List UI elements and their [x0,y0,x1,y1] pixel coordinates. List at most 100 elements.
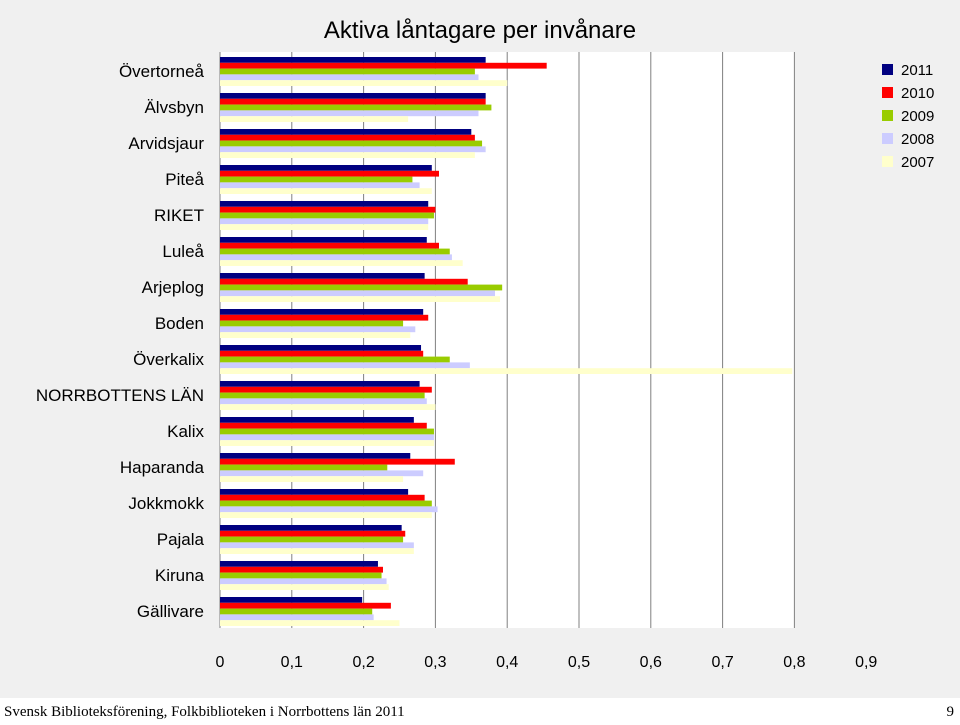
bar-2009 [220,68,475,75]
x-tick-label: 0,8 [783,654,805,671]
bar-2011 [220,273,425,279]
bar-2009 [220,248,450,255]
bar-2007 [220,260,463,266]
bar-2011 [220,165,432,171]
category-label: Älvsbyn [144,98,204,117]
legend-label: 2008 [901,131,934,148]
bar-2010 [220,98,486,105]
bar-2008 [220,182,420,189]
bar-2008 [220,146,486,153]
x-tick-label: 0,3 [424,654,446,671]
bar-2010 [220,422,427,429]
bar-2011 [220,561,378,567]
bar-2010 [220,602,391,609]
bar-2009 [220,608,373,615]
category-label: Pajala [157,530,205,549]
bar-2010 [220,494,425,501]
x-tick-label: 0 [216,654,225,671]
bar-2007 [220,296,501,302]
legend-swatch [882,156,893,167]
bar-2010 [220,242,439,249]
x-tick-label: 0,9 [855,654,877,671]
category-label: Arvidsjaur [128,134,204,153]
bar-2010 [220,350,424,357]
bar-2011 [220,489,409,495]
bar-2008 [220,218,429,225]
category-label: Haparanda [120,458,205,477]
bar-chart: Aktiva låntagare per invånare Övertorneå… [36,17,935,671]
legend-swatch [882,64,893,75]
bar-2007 [220,476,404,482]
bar-2009 [220,212,434,219]
bar-2007 [220,332,411,338]
bar-2008 [220,542,414,549]
x-tick-label: 0,2 [352,654,374,671]
bar-2008 [220,398,427,405]
bar-2011 [220,129,472,135]
footer-source-text: Svensk Biblioteksförening, Folkbibliotek… [4,704,405,720]
bar-2007 [220,80,508,86]
bar-2009 [220,536,404,543]
bar-2010 [220,566,383,573]
bar-2009 [220,176,413,183]
bar-2011 [220,381,420,387]
bar-2010 [220,206,436,213]
bar-2011 [220,309,424,315]
bar-2008 [220,110,479,117]
slide-area: Aktiva låntagare per invånare Övertorneå… [0,0,960,698]
bar-2009 [220,464,388,471]
bar-2009 [220,356,450,363]
bar-2011 [220,93,486,99]
bar-2008 [220,434,434,441]
x-tick-label: 0,4 [496,654,518,671]
legend-swatch [882,87,893,98]
bar-2010 [220,62,547,69]
legend-label: 2010 [901,85,934,102]
bar-2007 [220,548,414,554]
bar-2007 [220,368,793,374]
bar-2011 [220,345,422,351]
x-tick-label: 0,6 [640,654,662,671]
category-label: Övertorneå [119,62,205,81]
bar-2009 [220,284,503,291]
category-label: Kiruna [155,566,205,585]
bar-2007 [220,440,434,446]
category-label: Luleå [162,242,204,261]
bar-2009 [220,572,382,579]
category-label: Piteå [165,170,204,189]
bar-2008 [220,578,387,585]
bar-2010 [220,530,406,537]
bar-2008 [220,506,438,513]
footer: Svensk Biblioteksförening, Folkbibliotek… [0,698,960,725]
bar-2009 [220,140,483,147]
legend: 2011 2010 2009 2008 2007 [882,62,934,171]
page-number: 9 [946,704,955,720]
bar-2011 [220,237,427,243]
bar-2008 [220,614,374,621]
bar-2007 [220,404,436,410]
category-label: RIKET [154,206,204,225]
chart-title: Aktiva låntagare per invånare [324,17,636,44]
bar-2009 [220,428,434,435]
bar-2009 [220,104,492,111]
category-labels: Övertorneå Älvsbyn Arvidsjaur Piteå RIKET Lul… [36,62,205,621]
category-label: Jokkmokk [128,494,204,513]
bar-2008 [220,290,495,297]
bar-2010 [220,314,429,321]
bar-2007 [220,188,432,194]
bar-2007 [220,512,432,518]
bar-2011 [220,417,414,423]
bar-2008 [220,254,452,261]
bar-2011 [220,597,363,603]
bar-2008 [220,326,416,333]
bar-2011 [220,525,402,531]
legend-label: 2009 [901,108,934,125]
bar-2008 [220,362,470,369]
bar-2010 [220,278,468,285]
bar-2011 [220,57,486,63]
bars [220,57,793,626]
bar-2010 [220,134,475,141]
bar-2009 [220,500,432,507]
x-tick-label: 0,7 [711,654,733,671]
category-label: Gällivare [137,602,204,621]
